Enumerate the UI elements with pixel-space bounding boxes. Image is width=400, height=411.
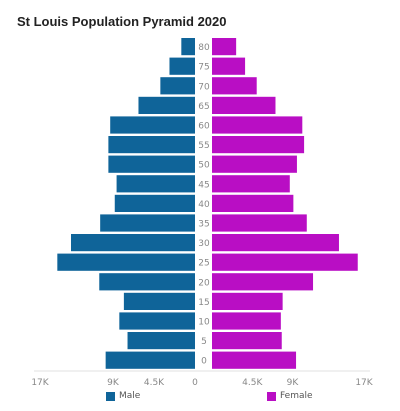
bar-female-35[interactable] — [212, 214, 307, 232]
age-label-80: 80 — [198, 43, 210, 53]
legend-swatch-male — [106, 391, 115, 401]
bar-male-15[interactable] — [123, 292, 195, 310]
legend-label-male: Male — [119, 391, 141, 401]
age-label-75: 75 — [198, 63, 209, 73]
bar-male-75[interactable] — [169, 57, 195, 75]
age-label-60: 60 — [198, 122, 210, 132]
age-label-40: 40 — [198, 200, 210, 210]
bar-female-20[interactable] — [212, 273, 314, 291]
bar-female-70[interactable] — [212, 77, 257, 95]
legend-swatch-female — [267, 391, 276, 401]
bar-male-10[interactable] — [119, 312, 195, 330]
chart-title: St Louis Population Pyramid 2020 — [17, 14, 227, 29]
bar-male-50[interactable] — [108, 155, 195, 173]
age-label-35: 35 — [198, 220, 209, 230]
bar-male-65[interactable] — [138, 96, 195, 114]
x-tick-label: 17K — [31, 378, 49, 388]
bar-female-60[interactable] — [212, 116, 303, 134]
bar-male-40[interactable] — [114, 194, 195, 212]
bar-female-15[interactable] — [212, 292, 283, 310]
bar-male-5[interactable] — [127, 332, 195, 350]
age-label-20: 20 — [198, 278, 210, 288]
bar-male-20[interactable] — [99, 273, 195, 291]
age-label-0: 0 — [201, 357, 207, 367]
legend-item-male[interactable]: Male — [106, 391, 140, 401]
bar-female-10[interactable] — [212, 312, 281, 330]
bar-female-65[interactable] — [212, 96, 276, 114]
age-label-70: 70 — [198, 82, 210, 92]
age-label-5: 5 — [201, 337, 207, 347]
age-label-30: 30 — [198, 239, 210, 249]
age-label-55: 55 — [198, 141, 209, 151]
bar-female-55[interactable] — [212, 136, 305, 154]
legend-label-female: Female — [280, 391, 313, 401]
x-tick-label: 9K — [107, 378, 120, 388]
x-tick-label: 4.5K — [144, 378, 165, 388]
bar-female-40[interactable] — [212, 194, 294, 212]
age-label-45: 45 — [198, 180, 209, 190]
age-label-65: 65 — [198, 102, 209, 112]
bar-male-45[interactable] — [116, 175, 195, 193]
bar-male-80[interactable] — [181, 38, 195, 56]
bar-female-5[interactable] — [212, 332, 282, 350]
bar-male-25[interactable] — [57, 253, 195, 271]
bar-female-45[interactable] — [212, 175, 290, 193]
bar-female-80[interactable] — [212, 38, 237, 56]
age-label-15: 15 — [198, 298, 209, 308]
age-label-50: 50 — [198, 161, 210, 171]
bar-female-30[interactable] — [212, 234, 339, 252]
bar-female-25[interactable] — [212, 253, 358, 271]
bar-male-30[interactable] — [71, 234, 195, 252]
x-tick-label: 0 — [192, 378, 198, 388]
age-label-10: 10 — [198, 318, 210, 328]
bar-female-75[interactable] — [212, 57, 246, 75]
bar-male-70[interactable] — [160, 77, 195, 95]
bar-male-60[interactable] — [110, 116, 195, 134]
bar-female-0[interactable] — [212, 351, 297, 369]
x-tick-label: 4.5K — [242, 378, 263, 388]
bar-male-55[interactable] — [108, 136, 195, 154]
legend-item-female[interactable]: Female — [267, 391, 313, 401]
x-tick-label: 17K — [355, 378, 373, 388]
bar-male-35[interactable] — [100, 214, 195, 232]
x-tick-label: 9K — [287, 378, 300, 388]
bar-male-0[interactable] — [105, 351, 195, 369]
age-label-25: 25 — [198, 259, 209, 269]
bar-female-50[interactable] — [212, 155, 297, 173]
